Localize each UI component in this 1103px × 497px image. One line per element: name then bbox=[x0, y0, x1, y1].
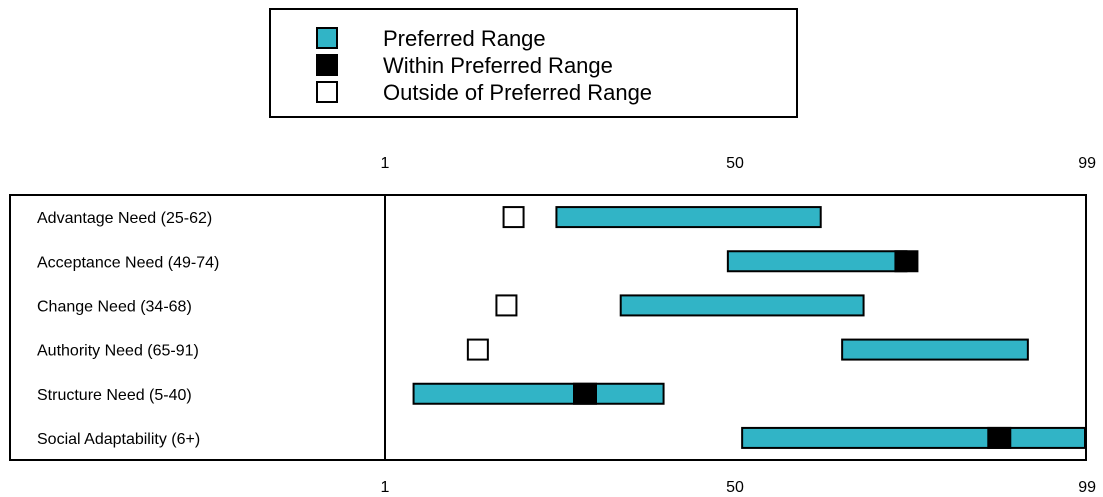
top-tick-label: 50 bbox=[726, 155, 744, 172]
preferred-range-bar bbox=[741, 426, 1087, 449]
category-labels: Advantage Need (25-62) Acceptance Need (4… bbox=[37, 210, 219, 448]
preferred-range-bar bbox=[555, 206, 822, 229]
score-marker-outside bbox=[502, 206, 525, 229]
score-marker-within bbox=[894, 250, 919, 273]
plot-frame bbox=[9, 194, 1087, 461]
top-axis: 1 50 99 bbox=[381, 155, 1097, 172]
preferred-range-bar bbox=[412, 382, 665, 405]
category-label: Structure Need (5-40) bbox=[37, 387, 192, 404]
category-label: Advantage Need (25-62) bbox=[37, 210, 212, 227]
bottom-axis: 1 50 99 bbox=[381, 479, 1097, 496]
category-label: Authority Need (65-91) bbox=[37, 343, 199, 360]
bottom-tick-label: 50 bbox=[726, 479, 744, 496]
preferred-range-bar bbox=[726, 250, 908, 273]
bottom-tick-label: 1 bbox=[381, 479, 390, 496]
preferred-range-bar bbox=[841, 338, 1029, 361]
score-marker-outside bbox=[466, 338, 489, 361]
top-tick-label: 99 bbox=[1078, 155, 1096, 172]
legend-frame bbox=[269, 8, 798, 118]
category-label: Acceptance Need (49-74) bbox=[37, 254, 219, 271]
top-tick-label: 1 bbox=[381, 155, 390, 172]
legend-swatch-outside bbox=[316, 81, 338, 103]
score-marker-outside bbox=[495, 294, 518, 317]
legend-label-preferred: Preferred Range bbox=[383, 26, 546, 51]
legend-label-within: Within Preferred Range bbox=[383, 53, 613, 78]
score-marker-within bbox=[573, 382, 597, 405]
category-label: Social Adaptability (6+) bbox=[37, 431, 200, 448]
score-marker-within bbox=[987, 426, 1012, 449]
legend-swatch-preferred bbox=[316, 27, 338, 49]
bottom-tick-label: 99 bbox=[1078, 479, 1096, 496]
preferred-range-bar bbox=[619, 294, 865, 317]
score-markers bbox=[466, 206, 1012, 449]
category-label: Change Need (34-68) bbox=[37, 298, 192, 315]
range-bars bbox=[412, 206, 1087, 449]
legend-label-outside: Outside of Preferred Range bbox=[383, 80, 652, 105]
legend-swatch-within bbox=[316, 54, 338, 76]
